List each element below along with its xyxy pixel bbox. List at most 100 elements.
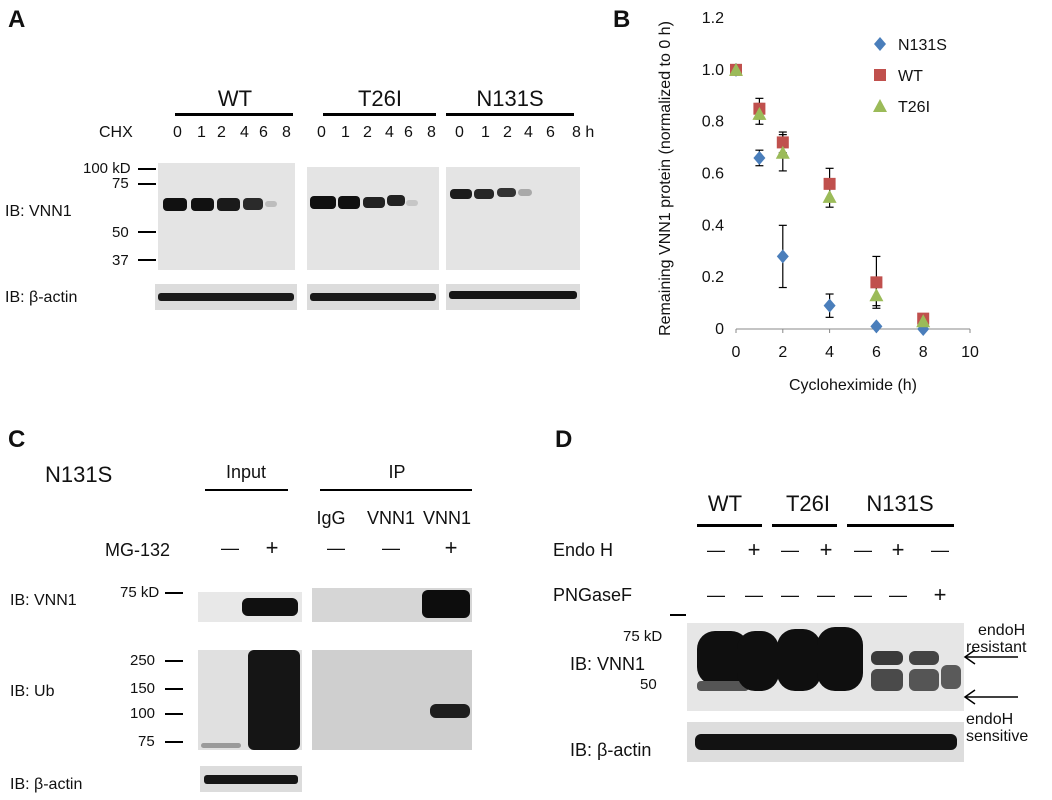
sign: —: [854, 540, 872, 560]
data-point-t26i: [752, 106, 767, 120]
lane-label: 2: [503, 124, 512, 141]
group-bar-wt: [175, 113, 293, 116]
lane-label: 0: [455, 124, 464, 141]
band: [158, 293, 294, 301]
marker-75: 75: [138, 733, 155, 750]
row-label-ub: IB: Ub: [10, 683, 55, 700]
mg132-label: MG-132: [105, 540, 171, 560]
sign: —: [745, 585, 763, 605]
y-tick-label: 0.4: [702, 217, 724, 234]
arrowhead-icon: [963, 649, 976, 665]
marker-tick: [165, 660, 183, 662]
y-tick-label: 0.2: [702, 269, 724, 286]
band: [777, 629, 821, 691]
y-tick-label: 1.2: [702, 10, 724, 27]
group-bar-t26i: [323, 113, 436, 116]
y-tick-label: 0.8: [702, 114, 724, 131]
sign: —: [781, 540, 799, 560]
band: [248, 650, 300, 750]
blot-d-actin: [687, 722, 964, 762]
data-point-n131s: [753, 150, 766, 165]
lane-label: 1: [341, 124, 350, 141]
data-point-wt: [776, 136, 789, 149]
lane-label: 8: [427, 124, 436, 141]
data-point-t26i: [822, 189, 837, 203]
row-label-actin: IB: β-actin: [5, 289, 78, 306]
group-bar-t26i: [772, 524, 837, 527]
data-point-t26i: [916, 314, 931, 328]
band: [909, 669, 939, 691]
sign: —: [781, 585, 799, 605]
sign: +: [819, 537, 833, 562]
band: [163, 198, 187, 211]
x-tick-label: 0: [732, 344, 741, 361]
band: [363, 197, 385, 208]
x-tick-label: 6: [872, 344, 881, 361]
lane-label: 0: [173, 124, 182, 141]
panel-c-title: N131S: [45, 462, 113, 487]
band: [497, 188, 516, 197]
sign: —: [707, 585, 725, 605]
ip-lane-vnn1: VNN1: [366, 508, 416, 528]
group-label-t26i: T26I: [785, 491, 831, 516]
sign: —: [854, 585, 872, 605]
blot-actin-t26i: [307, 284, 439, 310]
band: [338, 196, 360, 209]
sign: —: [889, 585, 907, 605]
legend-marker-n131s: [874, 37, 886, 51]
panel-a-label: A: [8, 6, 26, 33]
blot-vnn1-t26i: [307, 167, 439, 270]
blot-actin-n131s: [446, 284, 580, 310]
band: [737, 631, 779, 691]
band: [909, 651, 939, 665]
blot-c-vnn1-input: [198, 592, 302, 622]
marker-37: 37: [112, 252, 129, 269]
band: [449, 291, 577, 299]
lane-label: 6: [259, 124, 268, 141]
band: [817, 627, 863, 691]
row-label-vnn1: IB: VNN1: [5, 203, 72, 220]
blot-c-ub-input: [198, 650, 302, 750]
data-point-t26i: [729, 62, 743, 76]
marker-75kd: 75 kD: [623, 628, 663, 645]
data-point-n131s: [776, 249, 789, 264]
blot-actin-wt: [155, 284, 297, 310]
band: [871, 651, 903, 665]
lane-label: 8: [282, 124, 291, 141]
sign: —: [327, 538, 345, 558]
lane-label: 4: [240, 124, 249, 141]
sign: +: [444, 535, 458, 560]
data-point-wt: [823, 177, 836, 190]
band: [217, 198, 240, 211]
input-bar: [205, 489, 288, 491]
marker-tick: [138, 183, 156, 185]
data-point-t26i: [869, 288, 884, 302]
lane-label: 2: [363, 124, 372, 141]
panel-b-label: B: [613, 6, 631, 33]
lane-label: 4: [385, 124, 394, 141]
panel-c-label: C: [8, 426, 26, 453]
marker-tick: [138, 259, 156, 261]
marker-tick: [165, 713, 183, 715]
chx-label: CHX: [99, 124, 133, 141]
sign: —: [931, 540, 949, 560]
x-tick-label: 4: [825, 344, 834, 361]
lane-label: 0: [317, 124, 326, 141]
sign: —: [817, 585, 835, 605]
marker-50: 50: [112, 224, 129, 241]
marker-250: 250: [130, 652, 156, 669]
legend-label: WT: [898, 68, 923, 85]
blot-d-vnn1: [687, 623, 964, 711]
marker-tick: [138, 231, 156, 233]
marker-tick: [165, 592, 183, 594]
group-label-t26i: T26I: [357, 86, 403, 111]
group-bar-n131s: [847, 524, 954, 527]
sign: +: [747, 537, 761, 562]
annot-endoh: endoH: [978, 622, 1026, 639]
lane-label: 6: [404, 124, 413, 141]
annotation-arrows: [963, 649, 1018, 705]
band: [518, 189, 532, 196]
band: [387, 195, 405, 206]
marker-tick: [165, 688, 183, 690]
lane-label: 6: [546, 124, 555, 141]
